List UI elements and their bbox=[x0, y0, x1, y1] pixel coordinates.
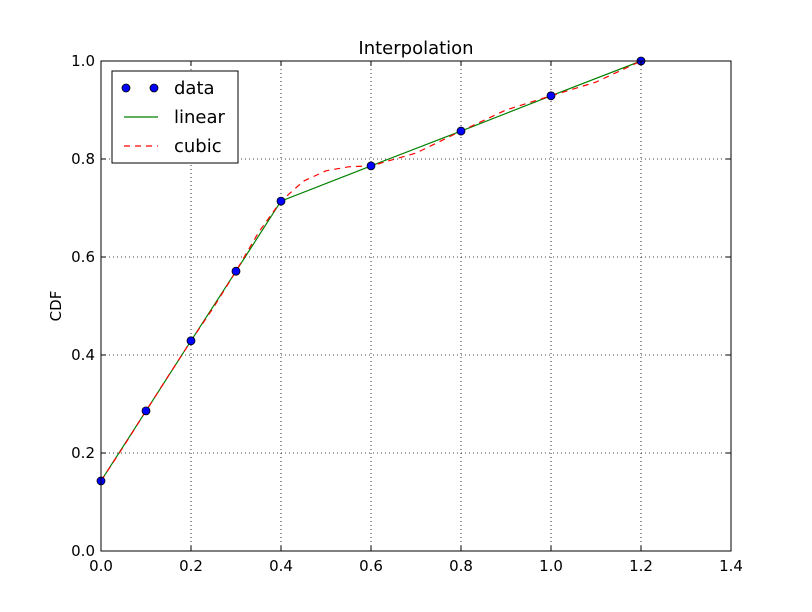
legend-marker bbox=[149, 83, 159, 93]
legend: data linear cubic bbox=[111, 70, 239, 164]
data-point bbox=[186, 336, 196, 346]
legend-label: data bbox=[174, 78, 215, 99]
x-tick-label: 0.2 bbox=[179, 557, 203, 575]
plot-frame bbox=[100, 60, 732, 552]
y-tick-label: 0.8 bbox=[71, 150, 95, 168]
x-tick-label: 0.4 bbox=[269, 557, 293, 575]
y-tick-label: 0.0 bbox=[71, 542, 95, 560]
ticks: 0.0 0.2 0.4 0.6 0.8 1.0 1.2 1.4 0.0 0.2 0.4 0.6 0.8 1… bbox=[71, 52, 743, 575]
legend-label: cubic bbox=[174, 136, 222, 157]
y-axis-label: CDF bbox=[47, 291, 65, 322]
data-point bbox=[276, 196, 286, 206]
data-point bbox=[366, 161, 376, 171]
x-tick-label: 0.0 bbox=[89, 557, 113, 575]
x-tick-label: 1.2 bbox=[629, 557, 653, 575]
data-point bbox=[546, 91, 556, 101]
data-point bbox=[231, 266, 241, 276]
y-tick-label: 0.2 bbox=[71, 444, 95, 462]
data-point bbox=[141, 406, 151, 416]
y-tick-label: 0.4 bbox=[71, 346, 95, 364]
chart-title: Interpolation bbox=[358, 38, 473, 59]
cubic-line bbox=[100, 60, 642, 482]
legend-label: linear bbox=[174, 107, 226, 128]
y-tick-label: 0.6 bbox=[71, 248, 95, 266]
x-tick-label: 1.4 bbox=[719, 557, 743, 575]
x-tick-label: 0.6 bbox=[359, 557, 383, 575]
y-tick-label: 1.0 bbox=[71, 52, 95, 70]
x-tick-label: 0.8 bbox=[449, 557, 473, 575]
data-point bbox=[456, 126, 466, 136]
x-tick-label: 1.0 bbox=[539, 557, 563, 575]
legend-marker bbox=[121, 83, 131, 93]
